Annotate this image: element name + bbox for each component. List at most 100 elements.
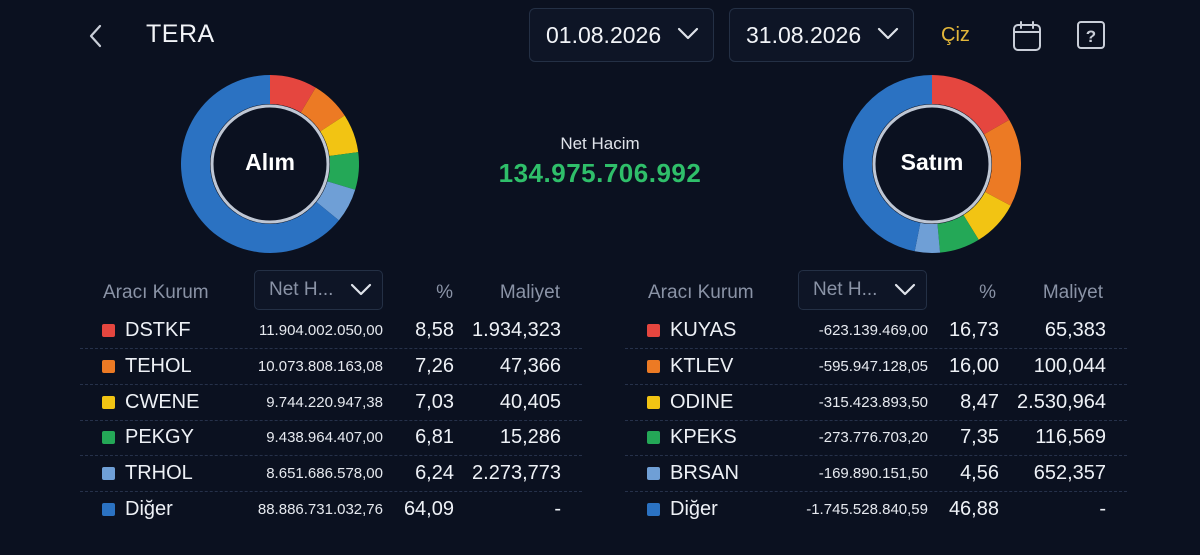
pct-cell: 7,26 [415,354,454,377]
buy-donut-chart [180,75,359,254]
donut-slice [320,115,359,156]
broker-name: DSTKF [125,319,191,341]
net-volume-cell: -595.947.128,05 [818,357,928,375]
buy-metric-select[interactable]: Net H... [254,270,383,310]
net-volume-cell: 11.904.002.050,00 [258,322,383,339]
sell-cost-header: Maliyet [1042,282,1103,303]
table-row[interactable]: Diğer 88.886.731.032,76 64,09 - [80,492,582,528]
legend-swatch [647,467,660,481]
broker-name: TEHOL [125,354,192,377]
pct-cell: 16,73 [948,319,999,341]
donut-slice [180,75,339,254]
sell-donut-chart [843,75,1021,253]
net-volume-cell: -1.745.528.840,59 [806,501,928,518]
page-title: TERA [146,20,215,48]
table-row[interactable]: PEKGY 9.438.964.407,00 6,81 15,286 [80,420,582,457]
sell-metric-select-value: Net H... [813,279,878,300]
table-row[interactable]: Diğer -1.745.528.840,59 46,88 - [625,492,1127,528]
net-volume-value: 134.975.706.992 [498,158,702,188]
help-icon[interactable]: ? [1076,20,1106,55]
row-divider [80,419,582,421]
table-row[interactable]: KPEKS -273.776.703,20 7,35 116,569 [625,420,1127,457]
broker-name: KPEKS [670,426,737,449]
broker-name: KUYAS [670,319,737,341]
buy-pct-header: % [436,282,453,303]
net-volume-cell: -315.423.893,50 [818,393,928,411]
donut-slice [937,215,979,253]
net-volume-cell: 9.744.220.947,38 [266,393,383,411]
net-volume-cell: 8.651.686.578,00 [266,465,383,483]
sell-metric-select[interactable]: Net H... [798,270,927,310]
cost-cell: 652,357 [1033,462,1106,485]
row-divider [80,383,582,385]
start-date-value: 01.08.2026 [546,21,662,48]
calendar-icon[interactable] [1012,20,1042,57]
net-volume-cell: -273.776.703,20 [818,429,928,447]
draw-button[interactable]: Çiz [941,24,970,46]
pct-cell: 6,81 [415,426,454,449]
net-volume-label: Net Hacim [560,134,640,153]
donut-slice [270,75,316,113]
start-date-select[interactable]: 01.08.2026 [529,8,714,62]
broker-name: PEKGY [125,426,194,449]
legend-swatch [647,324,660,337]
donut-slice [300,87,345,132]
table-row[interactable]: DSTKF 11.904.002.050,00 8,58 1.934,323 [80,313,582,349]
cost-cell: 40,405 [499,390,561,413]
cost-cell: - [1099,498,1106,520]
broker-name: Diğer [670,498,718,520]
cost-cell: 100,044 [1033,354,1106,377]
broker-name: TRHOL [125,462,193,485]
row-divider [625,455,1127,457]
chevron-down-icon [894,283,916,296]
row-divider [625,348,1127,349]
legend-swatch [102,467,115,481]
row-divider [625,383,1127,385]
legend-swatch [102,359,115,373]
table-row[interactable]: TEHOL 10.073.808.163,08 7,26 47,366 [80,349,582,385]
row-divider [625,419,1127,421]
sell-donut-label: Satım [900,149,964,175]
pct-cell: 4,56 [960,462,999,485]
cost-cell: 2.530,964 [1017,390,1106,413]
broker-name: CWENE [125,390,200,413]
table-row[interactable]: ODINE -315.423.893,50 8,47 2.530,964 [625,385,1127,421]
end-date-value: 31.08.2026 [746,21,862,48]
buy-cost-header: Maliyet [499,282,560,303]
net-volume-cell: -169.890.151,50 [818,465,928,483]
pct-cell: 46,88 [948,498,999,520]
pct-cell: 8,58 [415,319,454,341]
pct-cell: 8,47 [960,390,999,413]
table-row[interactable]: CWENE 9.744.220.947,38 7,03 40,405 [80,385,582,421]
donut-slice [316,181,356,221]
back-chevron-icon[interactable] [84,22,108,50]
chevron-down-icon [350,283,372,296]
table-row[interactable]: TRHOL 8.651.686.578,00 6,24 2.273,773 [80,456,582,493]
broker-name: Diğer [125,498,173,520]
buy-broker-header: Aracı Kurum [103,282,209,303]
broker-name: BRSAN [670,462,739,485]
pct-cell: 64,09 [403,498,454,520]
cost-cell: - [554,498,561,520]
donut-slice [327,152,359,190]
legend-swatch [647,395,660,409]
legend-swatch [102,503,115,516]
table-row[interactable]: KTLEV -595.947.128,05 16,00 100,044 [625,349,1127,385]
buy-metric-select-value: Net H... [269,279,334,300]
table-row[interactable]: BRSAN -169.890.151,50 4,56 652,357 [625,456,1127,493]
row-divider [80,348,582,349]
row-divider [80,455,582,457]
net-volume-cell: 9.438.964.407,00 [266,429,383,447]
svg-text:?: ? [1086,27,1096,46]
legend-swatch [102,395,115,409]
broker-name: KTLEV [670,354,734,377]
donut-slice [914,222,941,253]
sell-broker-header: Aracı Kurum [648,282,754,303]
end-date-select[interactable]: 31.08.2026 [729,8,914,62]
donut-slice [932,75,1010,135]
pct-cell: 7,35 [960,426,999,449]
net-volume-cell: -623.139.469,00 [818,322,928,339]
cost-cell: 1.934,323 [472,319,561,341]
legend-swatch [647,503,660,516]
table-row[interactable]: KUYAS -623.139.469,00 16,73 65,383 [625,313,1127,349]
